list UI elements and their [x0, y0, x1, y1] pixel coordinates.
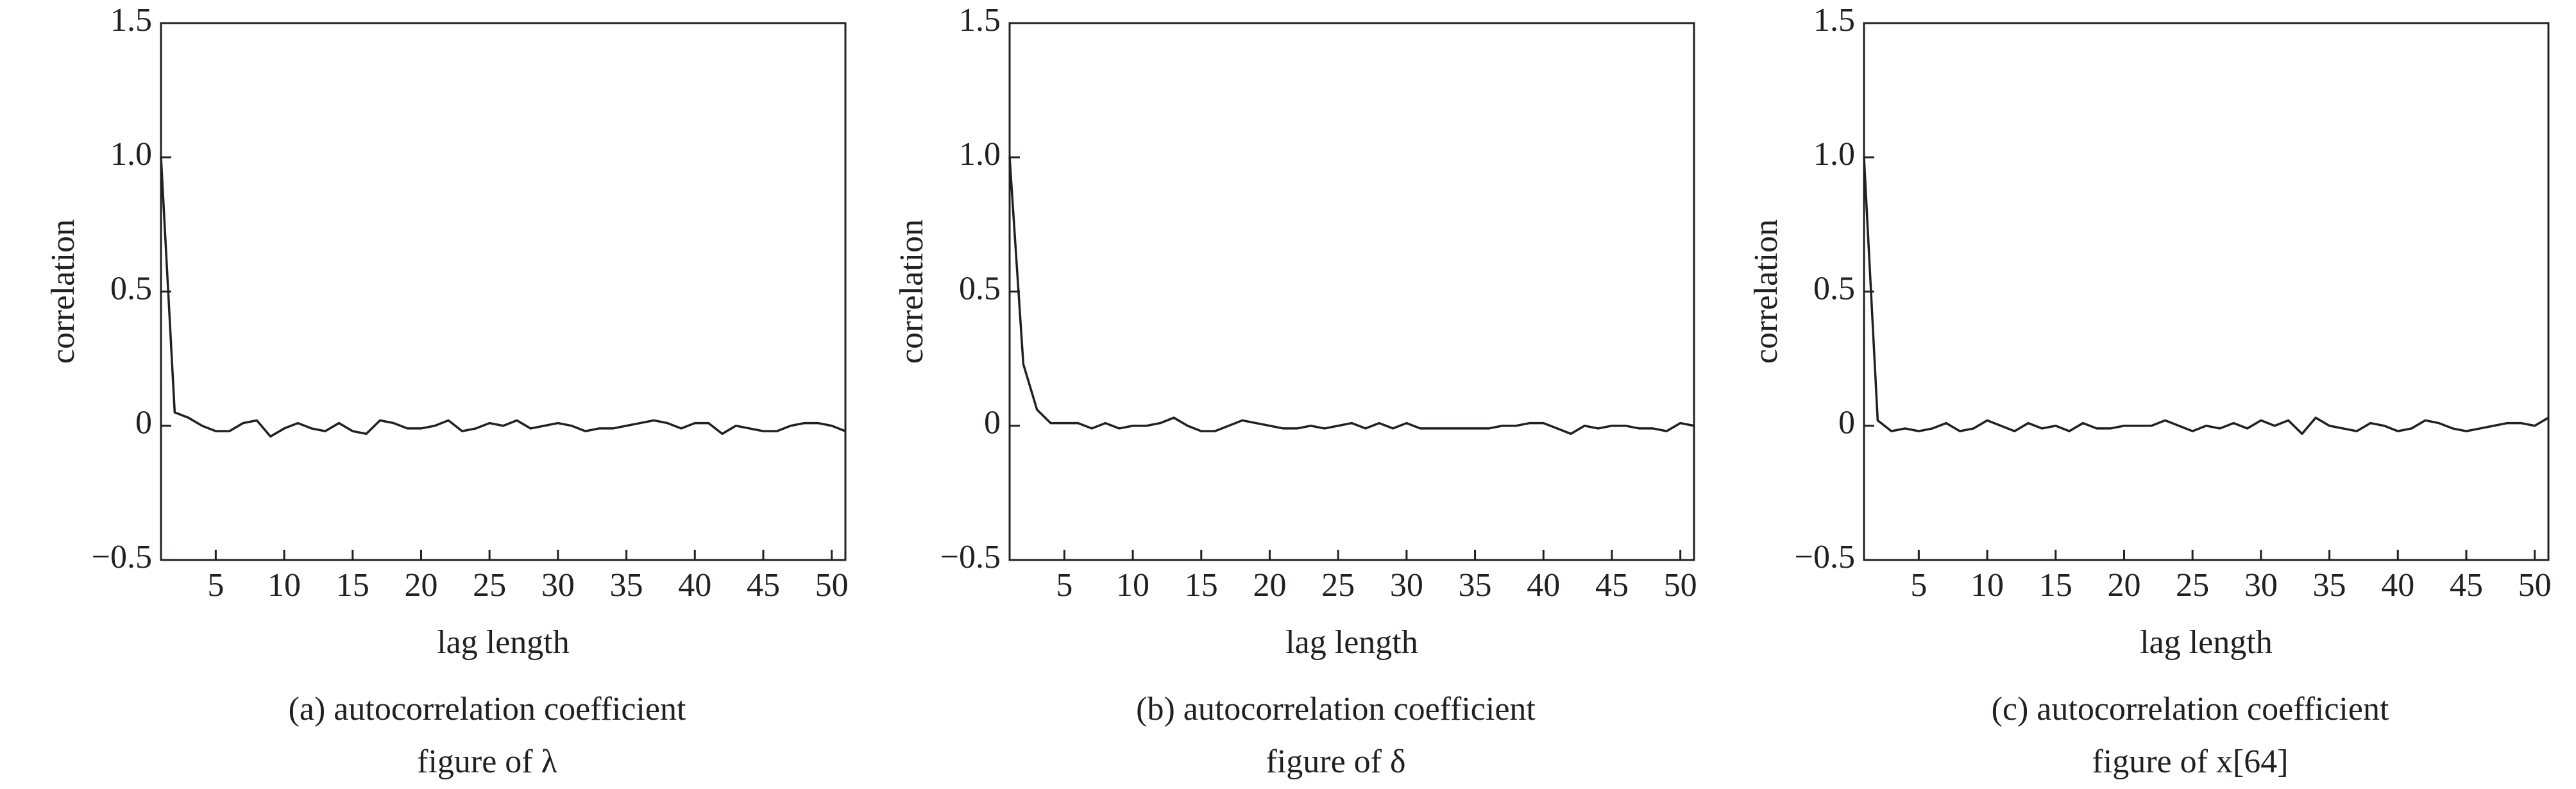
- y-tick-label: 0.5: [1813, 270, 1855, 307]
- y-tick-label: 0: [1838, 405, 1855, 441]
- y-tick-label: 0.5: [110, 270, 152, 307]
- y-tick-label: 1.0: [110, 136, 152, 173]
- caption: figure of λ: [417, 743, 557, 780]
- y-axis-label: correlation: [894, 219, 930, 364]
- x-tick-label: 5: [207, 567, 224, 604]
- x-tick-label: 10: [1116, 567, 1149, 604]
- caption: (c) autocorrelation coefficient: [1992, 691, 2389, 727]
- y-axis-label: correlation: [45, 219, 81, 364]
- caption: (b) autocorrelation coefficient: [1136, 691, 1536, 727]
- data-line: [1008, 157, 1695, 436]
- x-tick-label: 15: [1185, 567, 1218, 604]
- x-tick-label: 5: [1910, 567, 1927, 604]
- y-tick-label: 0.5: [959, 270, 1001, 307]
- x-tick-label: 25: [473, 567, 506, 604]
- y-axis-label: correlation: [1748, 219, 1784, 364]
- x-axis-label: lag length: [2140, 624, 2273, 661]
- y-tick-label: −0.5: [940, 539, 1001, 575]
- x-tick-label: 30: [2244, 567, 2278, 604]
- x-tick-label: 50: [815, 567, 849, 604]
- caption: figure of δ: [1266, 743, 1406, 780]
- y-tick-label: 0: [984, 405, 1001, 441]
- y-tick-label: 1.0: [959, 136, 1001, 173]
- x-tick-label: 35: [610, 567, 643, 604]
- x-tick-label: 15: [336, 567, 369, 604]
- plot-frame: [1863, 22, 2550, 561]
- x-tick-label: 40: [2381, 567, 2414, 604]
- x-tick-label: 35: [2313, 567, 2346, 604]
- data-line: [1863, 157, 2549, 436]
- x-tick-label: 30: [541, 567, 575, 604]
- y-tick-label: 0: [135, 405, 152, 441]
- plot-frame: [160, 22, 847, 561]
- plot-frame: [1008, 22, 1695, 561]
- x-axis-label: lag length: [1285, 624, 1418, 661]
- x-tick-label: 40: [1527, 567, 1560, 604]
- y-tick-label: −0.5: [92, 539, 152, 575]
- x-tick-label: 45: [2450, 567, 2483, 604]
- x-tick-label: 10: [1970, 567, 2004, 604]
- x-tick-label: 15: [2039, 567, 2072, 604]
- x-tick-label: 25: [1321, 567, 1355, 604]
- x-axis-label: lag length: [437, 624, 570, 661]
- x-tick-label: 45: [1595, 567, 1629, 604]
- caption: figure of x[64]: [2092, 743, 2288, 780]
- y-tick-label: 1.5: [110, 2, 152, 38]
- y-tick-label: −0.5: [1795, 539, 1855, 575]
- x-tick-label: 30: [1390, 567, 1423, 604]
- x-tick-label: 20: [2107, 567, 2140, 604]
- caption: (a) autocorrelation coefficient: [289, 691, 686, 727]
- y-tick-label: 1.5: [1813, 2, 1855, 38]
- x-tick-label: 20: [1253, 567, 1286, 604]
- x-tick-label: 10: [267, 567, 301, 604]
- x-tick-label: 25: [2176, 567, 2209, 604]
- data-line: [160, 157, 846, 438]
- x-tick-label: 40: [678, 567, 711, 604]
- x-tick-label: 50: [1664, 567, 1697, 604]
- y-tick-label: 1.0: [1813, 136, 1855, 173]
- x-tick-label: 45: [747, 567, 780, 604]
- y-tick-label: 1.5: [959, 2, 1001, 38]
- x-tick-label: 50: [2518, 567, 2552, 604]
- x-tick-label: 5: [1056, 567, 1072, 604]
- x-tick-label: 35: [1459, 567, 1492, 604]
- x-tick-label: 20: [404, 567, 437, 604]
